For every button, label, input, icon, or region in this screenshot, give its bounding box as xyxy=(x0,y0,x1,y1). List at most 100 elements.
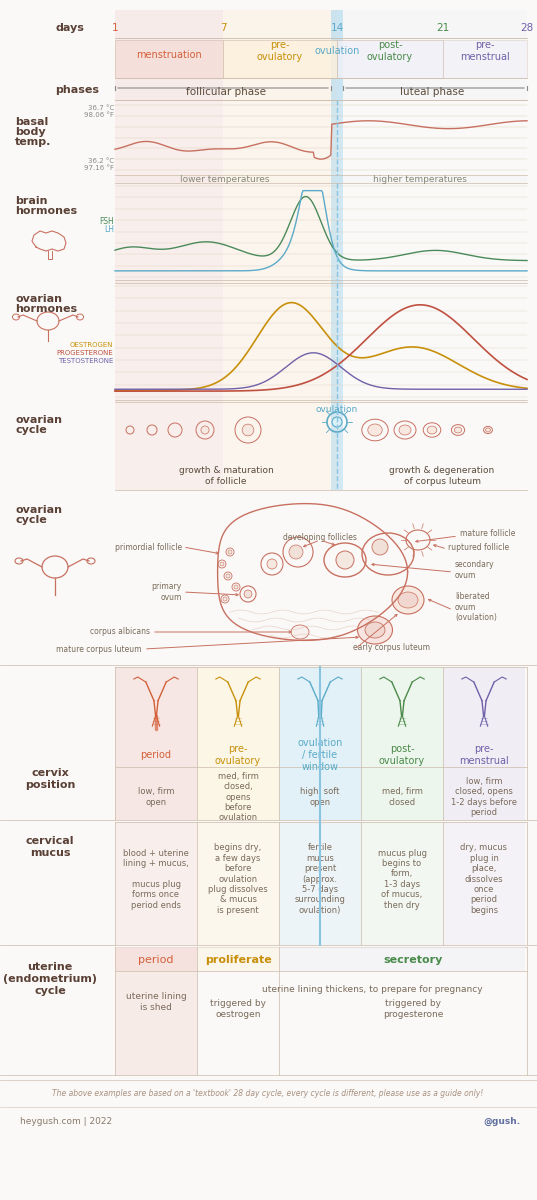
Circle shape xyxy=(244,590,252,598)
Text: ovarian: ovarian xyxy=(15,415,62,425)
Text: secondary
ovum: secondary ovum xyxy=(455,560,495,580)
Bar xyxy=(197,667,279,820)
Circle shape xyxy=(201,426,209,434)
Text: med, firm
closed: med, firm closed xyxy=(382,787,423,806)
Ellipse shape xyxy=(392,586,424,614)
Text: med, firm
closed,
opens
before
ovulation: med, firm closed, opens before ovulation xyxy=(217,772,258,822)
Text: uterine lining thickens, to prepare for pregnancy: uterine lining thickens, to prepare for … xyxy=(262,984,482,994)
Bar xyxy=(361,667,443,820)
Bar xyxy=(279,667,361,820)
Text: 7: 7 xyxy=(220,23,226,32)
Text: PROGESTERONE: PROGESTERONE xyxy=(56,350,113,356)
Bar xyxy=(331,283,343,400)
Text: proliferate: proliferate xyxy=(205,955,271,965)
Text: begins dry,
a few days
before
ovulation
plug dissolves
& mucus
is present: begins dry, a few days before ovulation … xyxy=(208,844,268,914)
Text: liberated
ovum
(ovulation): liberated ovum (ovulation) xyxy=(455,592,497,622)
Text: uterine
(endometrium)
cycle: uterine (endometrium) cycle xyxy=(3,962,97,996)
Bar xyxy=(197,947,279,971)
Bar xyxy=(223,182,337,280)
Bar xyxy=(115,283,527,400)
Text: primordial follicle: primordial follicle xyxy=(115,542,182,552)
Text: follicular phase: follicular phase xyxy=(186,86,266,97)
Ellipse shape xyxy=(399,425,411,434)
Text: primary
ovum: primary ovum xyxy=(152,582,182,601)
Bar xyxy=(223,40,337,78)
Bar xyxy=(443,667,525,820)
Text: 21: 21 xyxy=(437,23,449,32)
Text: cycle: cycle xyxy=(15,425,47,434)
Circle shape xyxy=(336,551,354,569)
Text: early corpus luteum: early corpus luteum xyxy=(353,642,430,652)
Text: ovulation
/ fertile
window: ovulation / fertile window xyxy=(297,738,343,772)
Text: fertile
mucus
present
(approx.
5-7 days
surrounding
ovulation): fertile mucus present (approx. 5-7 days … xyxy=(295,844,345,914)
Bar xyxy=(279,947,525,971)
Bar xyxy=(361,822,443,946)
Bar xyxy=(331,10,343,420)
Bar xyxy=(197,822,279,946)
Ellipse shape xyxy=(485,428,490,432)
Text: 1: 1 xyxy=(112,23,118,32)
Text: phases: phases xyxy=(55,85,99,95)
Ellipse shape xyxy=(368,424,382,436)
Bar xyxy=(115,947,197,1075)
Ellipse shape xyxy=(398,592,418,608)
Bar xyxy=(115,947,197,971)
Text: 97.16 °F: 97.16 °F xyxy=(84,164,114,170)
Circle shape xyxy=(228,550,232,554)
Bar xyxy=(0,947,537,1075)
Text: corpus albicans: corpus albicans xyxy=(90,628,150,636)
Circle shape xyxy=(289,545,303,559)
Bar xyxy=(0,492,537,665)
Bar xyxy=(0,667,537,820)
Text: menstruation: menstruation xyxy=(136,50,202,60)
Ellipse shape xyxy=(291,625,309,638)
Text: ovulation: ovulation xyxy=(316,406,358,414)
Text: uterine lining
is shed: uterine lining is shed xyxy=(126,992,186,1012)
Text: pre-
ovulatory: pre- ovulatory xyxy=(257,40,303,61)
Bar xyxy=(331,402,343,490)
Text: mucus plug
begins to
form,
1-3 days
of mucus,
then dry: mucus plug begins to form, 1-3 days of m… xyxy=(378,848,426,910)
Bar xyxy=(223,402,337,490)
Text: growth & maturation
of follicle: growth & maturation of follicle xyxy=(179,467,273,486)
Text: ruptured follicle: ruptured follicle xyxy=(448,542,509,552)
Ellipse shape xyxy=(427,426,437,434)
Bar xyxy=(115,40,223,78)
Text: period: period xyxy=(141,750,171,760)
Text: low, firm
closed, opens
1-2 days before
period: low, firm closed, opens 1-2 days before … xyxy=(451,776,517,817)
Text: 14: 14 xyxy=(330,23,344,32)
Bar xyxy=(115,667,197,820)
Circle shape xyxy=(372,539,388,554)
Text: post-
ovulatory: post- ovulatory xyxy=(367,40,413,61)
Text: hormones: hormones xyxy=(15,206,77,216)
Text: ovarian: ovarian xyxy=(15,294,62,304)
Text: ovarian: ovarian xyxy=(15,505,62,515)
Bar xyxy=(115,182,223,280)
Bar xyxy=(443,822,525,946)
Text: LH: LH xyxy=(104,224,114,234)
Text: cycle: cycle xyxy=(15,515,47,526)
Bar xyxy=(279,822,361,946)
Text: cervix
position: cervix position xyxy=(25,768,75,790)
Text: low, firm
open: low, firm open xyxy=(138,787,174,806)
Bar xyxy=(115,822,197,946)
Text: blood + uterine
lining + mucus,

mucus plug
forms once
period ends: blood + uterine lining + mucus, mucus pl… xyxy=(123,848,189,910)
Text: mature follicle: mature follicle xyxy=(460,529,516,539)
Text: 36.7 °C: 36.7 °C xyxy=(88,104,114,110)
Circle shape xyxy=(226,574,230,578)
Circle shape xyxy=(234,584,238,589)
Circle shape xyxy=(220,562,224,566)
Text: pre-
menstrual: pre- menstrual xyxy=(460,40,510,61)
Text: lower temperatures: lower temperatures xyxy=(180,175,270,185)
Bar xyxy=(115,283,223,400)
Ellipse shape xyxy=(358,616,393,644)
Text: OESTROGEN: OESTROGEN xyxy=(69,342,113,348)
Bar xyxy=(331,182,343,280)
Text: ovulation: ovulation xyxy=(314,46,360,56)
Text: heygush.com | 2022: heygush.com | 2022 xyxy=(20,1116,112,1126)
Bar xyxy=(115,182,527,280)
Text: high, soft
open: high, soft open xyxy=(300,787,340,806)
Text: 28: 28 xyxy=(520,23,534,32)
Bar xyxy=(115,10,223,420)
Circle shape xyxy=(267,559,277,569)
Text: @gush.: @gush. xyxy=(483,1116,520,1126)
